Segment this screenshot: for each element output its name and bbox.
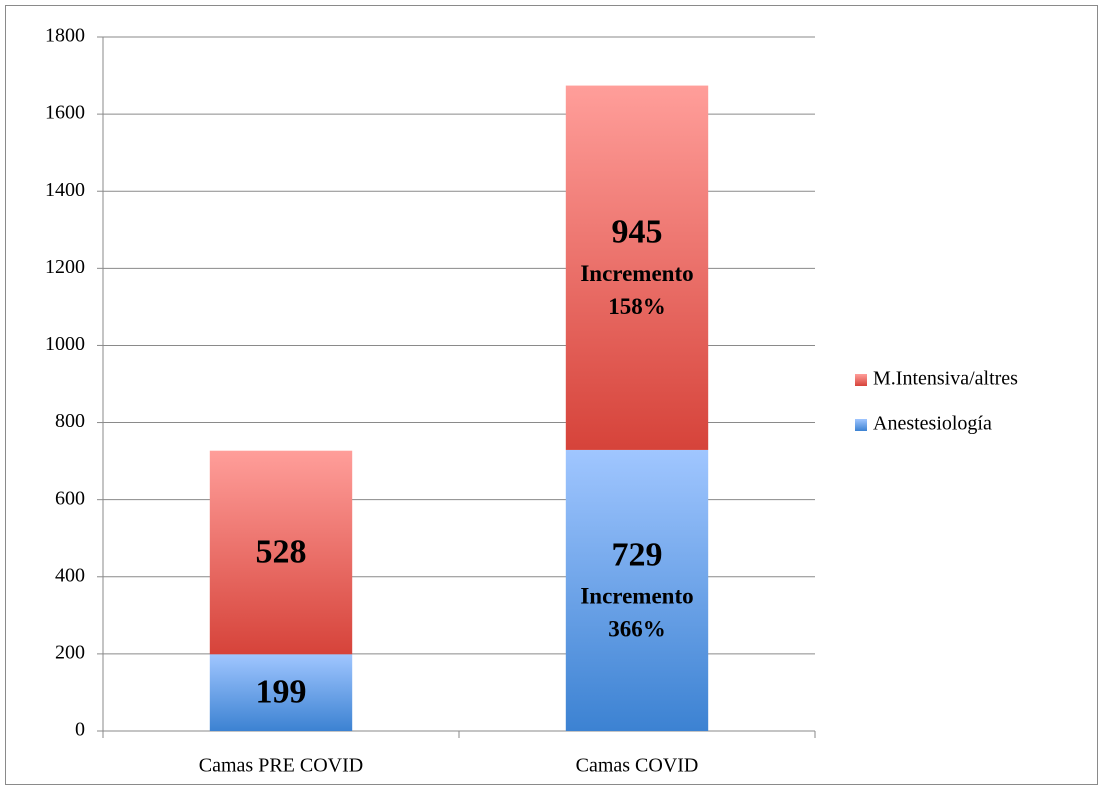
bar-segment (565, 85, 709, 450)
annotation: Incremento (580, 261, 693, 286)
legend-swatch (855, 374, 867, 386)
value-label: 528 (256, 533, 307, 570)
y-tick-label: 0 (75, 719, 85, 741)
value-label: 729 (612, 536, 663, 573)
y-tick-label: 1800 (45, 25, 85, 47)
x-tick-label: Camas COVID (576, 755, 699, 777)
annotation: Incremento (580, 584, 693, 609)
x-tick-label: Camas PRE COVID (199, 755, 363, 777)
annotation: 158% (608, 294, 666, 319)
legend-swatch (855, 419, 867, 431)
value-label: 199 (256, 673, 307, 710)
annotation: 366% (608, 617, 666, 642)
bar-segment (565, 449, 709, 731)
legend-label: M.Intensiva/altres (873, 368, 1018, 390)
frame (5, 5, 1098, 785)
y-tick-label: 200 (55, 641, 85, 663)
y-tick-label: 400 (55, 564, 85, 586)
y-tick-label: 800 (55, 410, 85, 432)
y-tick-label: 1200 (45, 256, 85, 278)
y-tick-label: 600 (55, 487, 85, 509)
bar-segment (209, 450, 353, 655)
y-tick-label: 1600 (45, 102, 85, 124)
y-tick-label: 1400 (45, 179, 85, 201)
legend-label: Anestesiología (873, 413, 992, 435)
y-tick-label: 1000 (45, 333, 85, 355)
value-label: 945 (612, 214, 663, 251)
bar-segment (209, 654, 353, 731)
